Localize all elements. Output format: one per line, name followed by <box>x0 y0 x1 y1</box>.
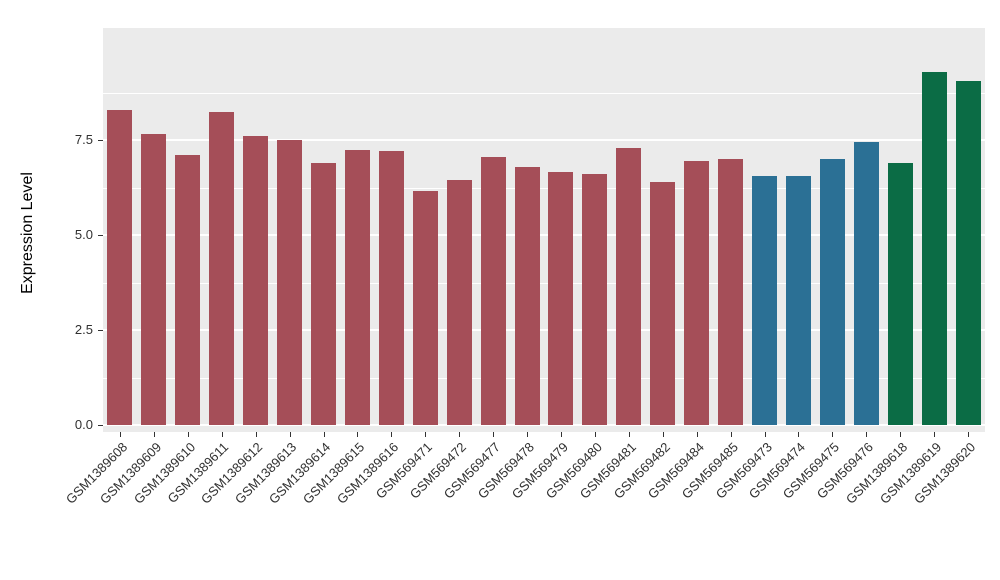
x-tick-mark <box>493 432 495 437</box>
bar <box>277 140 303 425</box>
x-tick-mark <box>730 432 732 437</box>
y-tick-label: 5.0 <box>74 227 93 242</box>
x-tick-mark <box>662 432 664 437</box>
x-tick-mark <box>696 432 698 437</box>
x-tick-mark <box>832 432 834 437</box>
y-tick-mark <box>98 330 103 331</box>
y-tick-mark <box>98 425 103 426</box>
bar <box>955 81 981 425</box>
x-tick-mark <box>289 432 291 437</box>
y-tick-mark <box>98 140 103 141</box>
bar <box>480 157 506 425</box>
bar <box>344 149 370 425</box>
bar <box>921 71 947 425</box>
minor-gridline <box>103 187 985 189</box>
bar <box>582 174 608 425</box>
y-tick-label: 0.0 <box>74 417 93 432</box>
x-tick-mark <box>459 432 461 437</box>
bar <box>616 147 642 425</box>
x-tick-mark <box>900 432 902 437</box>
bar <box>514 166 540 425</box>
bar <box>243 136 269 425</box>
minor-gridline <box>103 377 985 379</box>
bar <box>650 181 676 425</box>
x-tick-mark <box>119 432 121 437</box>
x-tick-mark <box>221 432 223 437</box>
bar <box>887 162 913 425</box>
major-gridline <box>103 139 985 141</box>
x-tick-mark <box>187 432 189 437</box>
bar <box>311 162 336 425</box>
x-tick-mark <box>798 432 800 437</box>
y-tick-mark <box>98 235 103 236</box>
y-tick-label: 2.5 <box>74 322 93 337</box>
x-tick-mark <box>527 432 529 437</box>
bar <box>548 172 574 425</box>
x-tick-mark <box>594 432 596 437</box>
bar <box>209 111 235 425</box>
x-tick-mark <box>934 432 936 437</box>
x-tick-mark <box>628 432 630 437</box>
x-tick-mark <box>425 432 427 437</box>
bar <box>819 159 845 425</box>
x-tick-mark <box>764 432 766 437</box>
x-tick-mark <box>391 432 393 437</box>
bar <box>446 179 472 425</box>
x-tick-mark <box>357 432 359 437</box>
x-tick-mark <box>323 432 325 437</box>
bar <box>378 151 404 425</box>
bar <box>718 159 744 425</box>
x-tick-mark <box>153 432 155 437</box>
x-tick-mark <box>560 432 562 437</box>
major-gridline <box>103 424 985 426</box>
x-tick-mark <box>255 432 257 437</box>
minor-gridline <box>103 92 985 94</box>
bar <box>141 134 167 425</box>
major-gridline <box>103 329 985 331</box>
bar <box>853 141 879 425</box>
major-gridline <box>103 234 985 236</box>
x-tick-mark <box>866 432 868 437</box>
y-tick-label: 7.5 <box>74 132 93 147</box>
bar <box>412 191 438 425</box>
bar <box>684 160 710 425</box>
bar <box>752 176 777 425</box>
minor-gridline <box>103 282 985 284</box>
bar <box>107 109 133 425</box>
x-tick-mark <box>968 432 970 437</box>
bar <box>175 155 201 425</box>
bar <box>785 176 811 425</box>
plot-panel <box>103 28 985 432</box>
